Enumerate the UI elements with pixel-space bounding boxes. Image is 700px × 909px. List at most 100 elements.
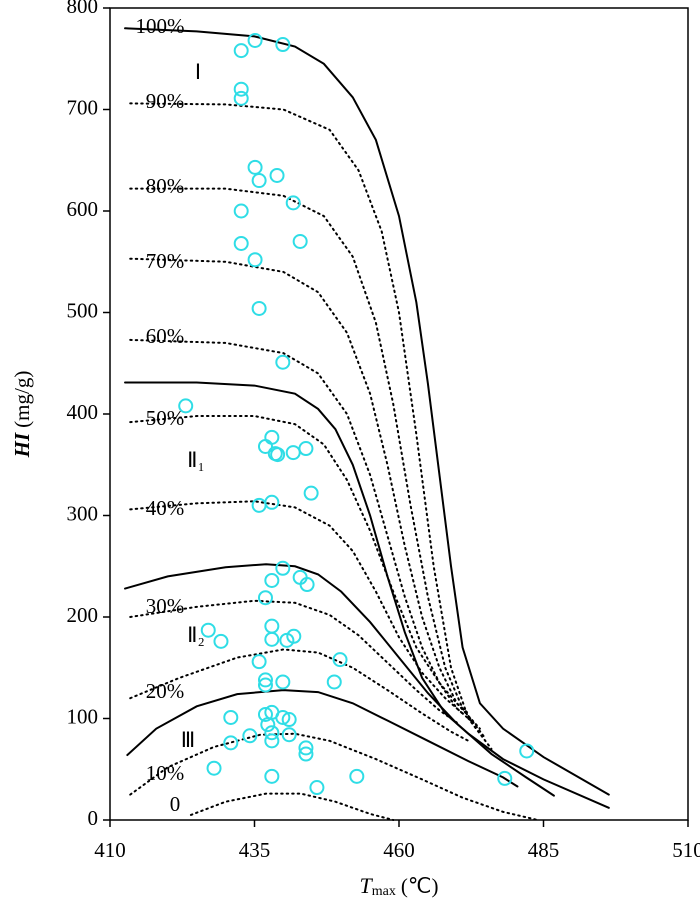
x-tick-label: 410: [94, 838, 126, 862]
y-axis-label: HI (mg/g): [10, 371, 34, 459]
sample-point: [275, 709, 291, 725]
sample-point: [257, 590, 273, 606]
x-tick-label: 460: [383, 838, 415, 862]
sample-point: [206, 760, 222, 776]
y-tick-label: 600: [67, 197, 99, 221]
sample-point: [298, 441, 314, 457]
sample-point: [251, 300, 267, 316]
sample-point: [285, 445, 301, 461]
curve: [129, 415, 470, 715]
sample-point: [285, 195, 301, 211]
y-tick-label: 0: [88, 806, 99, 830]
region-label: Ⅲ: [181, 728, 195, 752]
sample-point: [233, 90, 249, 106]
sample-point: [247, 32, 263, 48]
sample-point: [264, 618, 280, 634]
sample-point: [233, 43, 249, 59]
sample-point: [309, 780, 325, 796]
curve: [129, 102, 493, 750]
region-label: Ⅱ₁: [187, 448, 205, 472]
sample-point: [200, 622, 216, 638]
sample-point: [349, 768, 365, 784]
sample-point: [270, 447, 286, 463]
sample-point: [264, 572, 280, 588]
x-label-unit: (℃): [401, 874, 439, 898]
x-axis-label: Tmax (℃): [360, 873, 439, 899]
sample-point: [275, 37, 291, 53]
sample-point: [223, 709, 239, 725]
sample-point: [178, 398, 194, 414]
sample-point: [275, 674, 291, 690]
sample-point: [264, 429, 280, 445]
sample-point: [257, 677, 273, 693]
sample-point: [275, 560, 291, 576]
curve: [129, 648, 470, 742]
y-label-var: HI: [10, 432, 34, 458]
curve: [129, 500, 464, 715]
sample-point: [233, 203, 249, 219]
region-label: Ⅰ: [195, 60, 201, 84]
curve: [124, 381, 610, 809]
sample-point: [292, 233, 308, 249]
y-tick-label: 200: [67, 603, 99, 627]
sample-point: [247, 159, 263, 175]
curve-label: 30%: [146, 594, 185, 618]
sample-point: [264, 725, 280, 741]
y-label-unit: (mg/g): [10, 371, 34, 428]
sample-point: [269, 167, 285, 183]
curve: [189, 792, 395, 821]
sample-point: [264, 733, 280, 749]
sample-point: [257, 672, 273, 688]
x-label-var: T: [360, 873, 374, 898]
sample-point: [326, 674, 342, 690]
sample-point: [257, 438, 273, 454]
sample-point: [298, 746, 314, 762]
sample-point: [519, 743, 535, 759]
curve: [124, 27, 610, 796]
sample-point: [247, 252, 263, 268]
y-tick-label: 500: [67, 298, 99, 322]
curve-label: 20%: [146, 679, 185, 703]
curve-label: 80%: [146, 174, 185, 198]
curve: [129, 599, 458, 724]
curve: [129, 732, 539, 821]
sample-point: [233, 81, 249, 97]
sample-point: [275, 354, 291, 370]
sample-point: [213, 633, 229, 649]
x-tick-label: 510: [672, 838, 700, 862]
y-tick-label: 400: [67, 400, 99, 424]
sample-point: [332, 652, 348, 668]
sample-point: [299, 577, 315, 593]
x-tick-label: 435: [239, 838, 271, 862]
y-tick-label: 100: [67, 704, 99, 728]
sample-point: [260, 717, 276, 733]
curve: [129, 257, 481, 730]
sample-point: [264, 768, 280, 784]
region-label: Ⅱ₂: [187, 623, 205, 647]
curve-label: 90%: [146, 89, 185, 113]
sample-point: [257, 706, 273, 722]
y-tick-label: 700: [67, 95, 99, 119]
sample-point: [242, 728, 258, 744]
curve: [129, 187, 487, 740]
sample-point: [281, 727, 297, 743]
sample-point: [223, 735, 239, 751]
y-tick-label: 300: [67, 501, 99, 525]
sample-point: [251, 173, 267, 189]
curve-label: 10%: [146, 761, 185, 785]
curve-label: 40%: [146, 496, 185, 520]
curve-label: 60%: [146, 324, 185, 348]
sample-point: [264, 631, 280, 647]
sample-point: [298, 740, 314, 756]
sample-point: [286, 628, 302, 644]
sample-point: [497, 770, 513, 786]
sample-point: [233, 235, 249, 251]
curve-label: 0: [170, 792, 181, 816]
sample-point: [251, 654, 267, 670]
plot-frame: [109, 7, 689, 821]
x-label-sub: max: [372, 884, 396, 899]
sample-point: [251, 497, 267, 513]
curve: [126, 689, 519, 788]
x-tick-label: 485: [528, 838, 560, 862]
